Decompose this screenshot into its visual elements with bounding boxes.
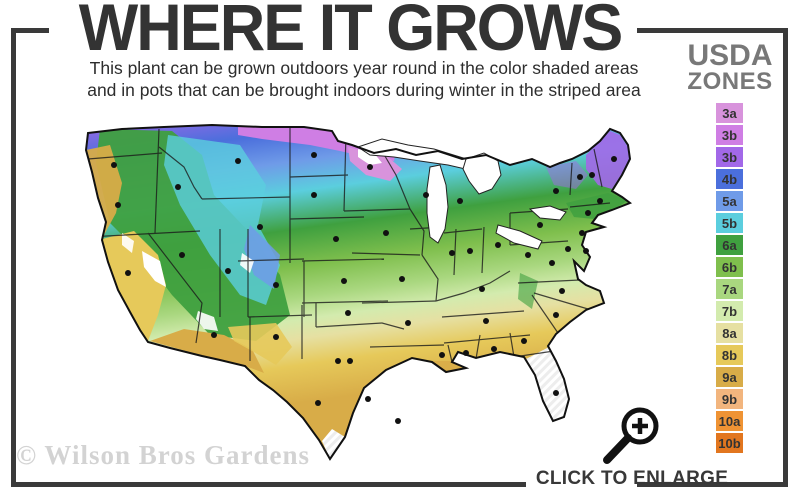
maine-purple-region xyxy=(586,131,629,189)
southwest-tan-region xyxy=(150,329,264,373)
lake-erie xyxy=(495,224,543,250)
subtitle-line-1: This plant can be grown outdoors year ro… xyxy=(89,58,639,78)
frame-bottom-border-left-segment xyxy=(11,482,526,487)
legend-title: USDA ZONES xyxy=(670,39,790,95)
city-dots xyxy=(111,152,617,424)
adirondacks-violet-patch xyxy=(546,161,588,189)
zone-swatch-7a: 7a xyxy=(716,279,743,299)
zone-swatch-8a: 8a xyxy=(716,323,743,343)
nevada-white-patch xyxy=(122,233,134,253)
state-borders xyxy=(87,127,611,363)
click-to-enlarge-label[interactable]: CLICK TO ENLARGE xyxy=(535,468,729,489)
legend-title-usda: USDA xyxy=(687,39,773,72)
zone-swatch-3b: 3b xyxy=(716,147,743,167)
great-lakes xyxy=(356,138,567,250)
zone-swatch-8b: 8b xyxy=(716,345,743,365)
new-england-coast-green xyxy=(566,193,628,219)
page-title: WHERE IT GROWS xyxy=(78,0,623,65)
zone-swatch-10a: 10a xyxy=(716,411,743,431)
magnifier-zoom-icon[interactable] xyxy=(598,400,668,470)
frame-left-border xyxy=(11,28,16,487)
arizona-white-patch xyxy=(196,311,218,331)
zone-swatch-3a: 3a xyxy=(716,103,743,123)
zone-swatch-7b: 7b xyxy=(716,301,743,321)
zone-swatch-4b: 4b xyxy=(716,169,743,189)
zone-swatch-9b: 9b xyxy=(716,389,743,409)
usda-hardiness-zone-map[interactable] xyxy=(52,103,670,475)
new-mexico-gold-region xyxy=(228,323,292,365)
colorado-white-patch xyxy=(240,253,254,273)
south-texas-striped-region xyxy=(322,429,345,459)
zone-shading xyxy=(86,125,630,459)
usda-zones-legend: 3a 3b 3b 4b 5a 5b 6a 6b 7a 7b 8a 8b 9a 9b 10a 10b xyxy=(716,103,743,455)
frame-bottom-border-right-segment xyxy=(637,482,788,487)
frame-top-border-right-segment xyxy=(637,28,788,33)
zone-swatch-10b: 10b xyxy=(716,433,743,453)
sierra-white-patch xyxy=(142,251,166,287)
subtitle: This plant can be grown outdoors year ro… xyxy=(40,57,688,101)
zone-swatch-9a: 9a xyxy=(716,367,743,387)
zone-swatch-6b: 6b xyxy=(716,257,743,277)
subtitle-line-2: and in pots that can be brought indoors … xyxy=(87,80,641,100)
lake-michigan xyxy=(426,164,449,244)
zone-swatch-5b: 5b xyxy=(716,213,743,233)
zone-swatch-6a: 6a xyxy=(716,235,743,255)
us-outline xyxy=(84,123,633,461)
rockies-blue-patch xyxy=(244,225,280,289)
frame-right-border xyxy=(783,28,788,487)
zone-swatch-5a: 5a xyxy=(716,191,743,211)
frame-top-border-left-segment xyxy=(11,28,49,33)
minnesota-white-patch xyxy=(358,149,382,165)
legend-title-zones: ZONES xyxy=(687,67,773,95)
zone-swatch-3b: 3b xyxy=(716,125,743,145)
watermark: © Wilson Bros Gardens xyxy=(16,440,310,470)
lake-ontario xyxy=(528,205,567,221)
